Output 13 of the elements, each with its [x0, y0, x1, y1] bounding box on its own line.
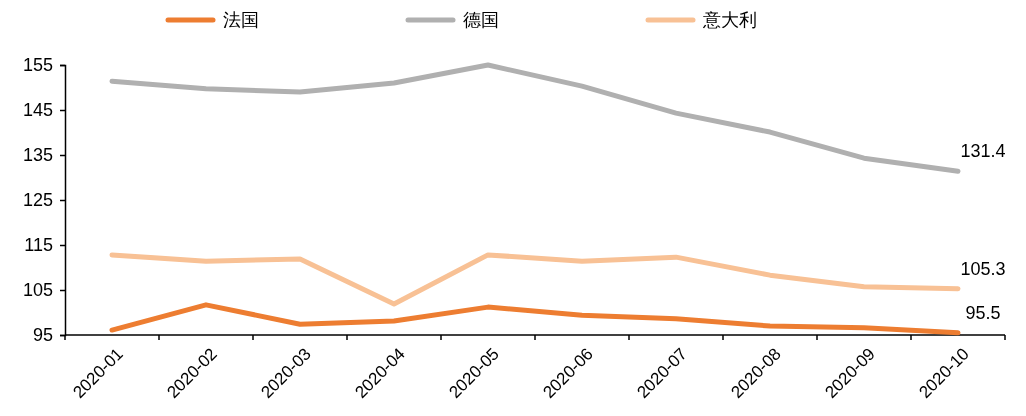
legend-label: 意大利	[702, 10, 757, 30]
y-tick-label: 115	[24, 235, 53, 256]
y-tick-label: 125	[22, 190, 53, 211]
data-label: 131.4	[960, 141, 1006, 162]
y-tick-label: 105	[22, 280, 53, 301]
legend-label: 法国	[223, 10, 259, 30]
y-tick-label: 145	[22, 100, 53, 121]
data-label: 105.3	[960, 258, 1006, 279]
y-tick-label: 155	[22, 55, 53, 76]
data-label: 95.5	[965, 302, 1001, 323]
y-tick-label: 95	[32, 325, 53, 346]
y-tick-label: 135	[22, 145, 53, 166]
legend-label: 德国	[463, 10, 499, 30]
